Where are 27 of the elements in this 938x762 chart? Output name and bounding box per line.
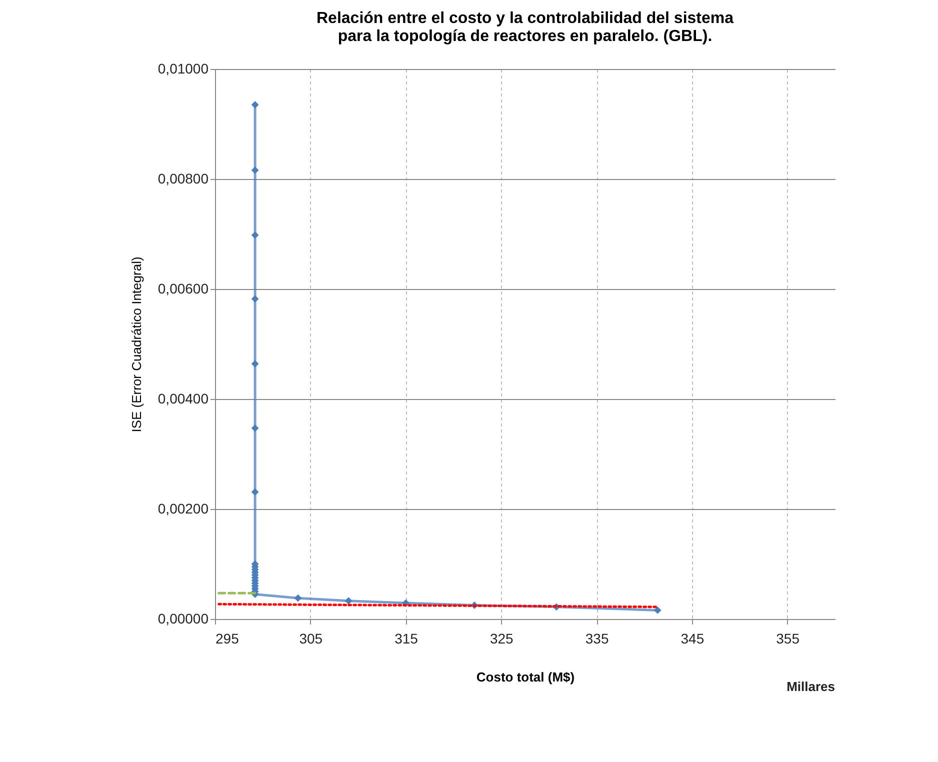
y-tick-label: 0,00000 <box>158 610 209 626</box>
point <box>251 488 259 496</box>
text: Millares <box>786 679 835 694</box>
point <box>251 166 259 174</box>
point <box>251 101 259 108</box>
x-axis-title: Costo total (M$) <box>476 670 575 684</box>
x-tick-label: 355 <box>776 630 800 646</box>
y-tick-label: 0,00800 <box>158 170 209 186</box>
point <box>251 424 259 432</box>
y-tick-label: 0,00600 <box>158 280 209 296</box>
x-tick-label: 345 <box>680 630 704 646</box>
y-axis-title: ISE (Error Cuadrático Integral) <box>128 256 144 432</box>
y-tick-label: 0,00200 <box>158 500 209 516</box>
point <box>251 360 259 368</box>
point <box>344 597 352 605</box>
x-tick-label: 305 <box>299 630 323 646</box>
point <box>294 594 302 602</box>
point <box>251 231 259 239</box>
x-tick-label: 325 <box>490 630 514 646</box>
x-tick-label: 335 <box>585 630 609 646</box>
chart-title: Relación entre el costo y la controlabilidad del sistema para la topología de reactores en paralelo. (GBL). <box>316 10 734 45</box>
y-tick-label: 0,01000 <box>158 60 209 76</box>
x-tick-label: 295 <box>216 630 240 646</box>
point <box>654 606 662 614</box>
x-tick-label: 315 <box>394 630 418 646</box>
y-tick-label: 0,00400 <box>158 390 209 406</box>
point <box>251 295 259 303</box>
